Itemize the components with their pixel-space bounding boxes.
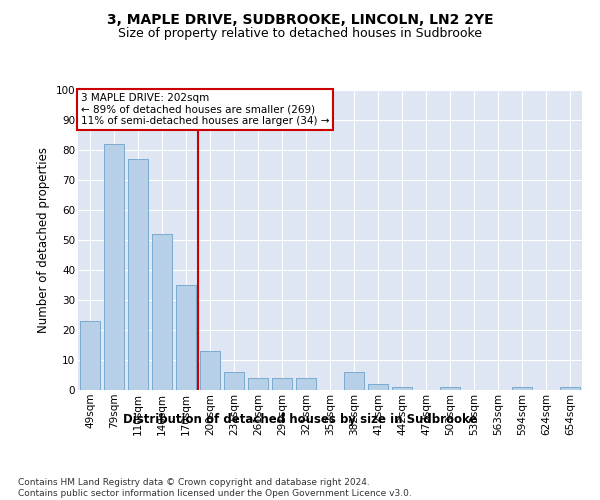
Text: 3, MAPLE DRIVE, SUDBROOKE, LINCOLN, LN2 2YE: 3, MAPLE DRIVE, SUDBROOKE, LINCOLN, LN2 … <box>107 12 493 26</box>
Bar <box>344 372 364 390</box>
Bar <box>296 378 316 390</box>
Text: Distribution of detached houses by size in Sudbrooke: Distribution of detached houses by size … <box>123 412 477 426</box>
Bar <box>392 387 412 390</box>
Bar <box>80 321 100 390</box>
Bar <box>104 144 124 390</box>
Bar <box>512 387 532 390</box>
Bar <box>200 351 220 390</box>
Text: Contains HM Land Registry data © Crown copyright and database right 2024.
Contai: Contains HM Land Registry data © Crown c… <box>18 478 412 498</box>
Text: 3 MAPLE DRIVE: 202sqm
← 89% of detached houses are smaller (269)
11% of semi-det: 3 MAPLE DRIVE: 202sqm ← 89% of detached … <box>80 93 329 126</box>
Bar <box>224 372 244 390</box>
Bar <box>248 378 268 390</box>
Text: Size of property relative to detached houses in Sudbrooke: Size of property relative to detached ho… <box>118 28 482 40</box>
Y-axis label: Number of detached properties: Number of detached properties <box>37 147 50 333</box>
Bar <box>560 387 580 390</box>
Bar <box>368 384 388 390</box>
Bar <box>128 159 148 390</box>
Bar <box>176 285 196 390</box>
Bar <box>272 378 292 390</box>
Bar <box>440 387 460 390</box>
Bar <box>152 234 172 390</box>
